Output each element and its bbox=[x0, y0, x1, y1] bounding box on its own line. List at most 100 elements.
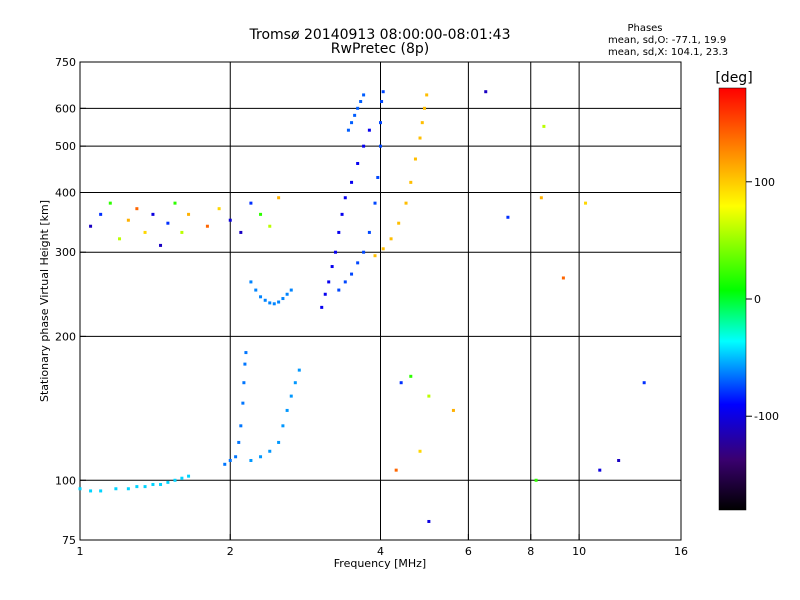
colorbar-tick-label: 0 bbox=[754, 293, 761, 306]
data-point bbox=[268, 224, 272, 228]
data-point bbox=[598, 468, 602, 472]
data-point bbox=[135, 485, 139, 489]
x-axis-label: Frequency [MHz] bbox=[334, 557, 426, 570]
data-point bbox=[427, 394, 431, 398]
data-point bbox=[126, 487, 130, 491]
x-axis-ticks: 1 2 4 6 8 10 16 bbox=[77, 534, 688, 558]
data-point bbox=[350, 121, 354, 125]
data-point bbox=[272, 302, 276, 306]
data-point bbox=[277, 196, 281, 200]
data-point bbox=[376, 175, 380, 179]
data-point bbox=[379, 144, 382, 148]
data-point bbox=[420, 121, 424, 125]
data-point bbox=[239, 230, 243, 234]
data-point bbox=[108, 201, 112, 205]
colorbar bbox=[718, 87, 747, 511]
data-point bbox=[217, 207, 221, 211]
y-tick-label: 200 bbox=[55, 330, 76, 343]
data-point bbox=[249, 201, 253, 205]
data-point bbox=[337, 288, 341, 292]
data-point bbox=[205, 224, 209, 228]
y-axis-label: Stationary phase Virtual Height [km] bbox=[38, 200, 51, 402]
data-point bbox=[343, 280, 347, 284]
data-point bbox=[346, 128, 350, 132]
data-point bbox=[268, 449, 272, 453]
data-point bbox=[114, 487, 118, 491]
data-point bbox=[389, 237, 393, 241]
chart-title-line1: Tromsø 20140913 08:00:00-08:01:43 bbox=[249, 27, 511, 43]
data-point bbox=[381, 247, 385, 251]
data-point bbox=[99, 212, 103, 216]
grid-lines bbox=[80, 62, 681, 540]
colorbar-tick-label: -100 bbox=[754, 410, 779, 423]
data-point bbox=[409, 374, 413, 378]
data-point bbox=[187, 212, 191, 216]
data-point bbox=[180, 476, 184, 480]
data-point bbox=[397, 221, 401, 225]
data-point bbox=[427, 519, 431, 523]
data-point bbox=[166, 480, 170, 484]
data-point bbox=[343, 196, 347, 200]
data-point bbox=[173, 201, 177, 205]
data-point bbox=[281, 424, 285, 428]
data-point bbox=[126, 218, 130, 222]
data-point bbox=[151, 482, 155, 486]
data-point bbox=[277, 440, 281, 444]
data-point bbox=[484, 90, 488, 94]
data-point bbox=[373, 254, 377, 258]
data-point bbox=[333, 250, 337, 254]
data-point bbox=[320, 305, 324, 309]
data-point bbox=[135, 207, 139, 211]
data-point bbox=[285, 292, 289, 296]
data-point bbox=[327, 280, 331, 284]
data-point bbox=[506, 215, 510, 219]
data-point bbox=[173, 478, 177, 482]
data-point bbox=[359, 100, 363, 104]
data-point bbox=[399, 381, 403, 385]
data-point bbox=[237, 440, 241, 444]
data-point bbox=[180, 230, 184, 234]
data-point bbox=[243, 362, 247, 366]
data-point bbox=[561, 276, 565, 280]
data-point bbox=[228, 458, 232, 462]
data-point bbox=[356, 161, 360, 165]
data-point bbox=[337, 230, 341, 234]
data-point bbox=[277, 300, 281, 304]
phases-x-stats: mean, sd,X: 104.1, 23.3 bbox=[608, 47, 728, 58]
data-point bbox=[118, 237, 122, 241]
y-tick-label: 100 bbox=[55, 474, 76, 487]
data-point bbox=[542, 124, 546, 128]
data-point bbox=[353, 113, 357, 117]
data-point bbox=[249, 280, 253, 284]
data-point bbox=[297, 368, 301, 372]
data-point bbox=[239, 424, 243, 428]
data-point bbox=[404, 201, 408, 205]
y-axis-ticks: 75 100 200 300 400 500 600 750 bbox=[55, 56, 86, 547]
data-point bbox=[356, 261, 360, 265]
data-point bbox=[418, 449, 422, 453]
data-point bbox=[281, 297, 285, 301]
data-point bbox=[323, 292, 327, 296]
data-point bbox=[263, 298, 267, 302]
colorbar-label: [deg] bbox=[715, 70, 752, 86]
y-tick-label: 750 bbox=[55, 56, 76, 69]
data-point bbox=[534, 478, 538, 482]
data-point bbox=[228, 218, 232, 222]
data-point bbox=[259, 295, 263, 299]
data-point bbox=[362, 144, 366, 148]
data-point bbox=[340, 212, 344, 216]
y-tick-label: 500 bbox=[55, 140, 76, 153]
phases-o-stats: mean, sd,O: -77.1, 19.9 bbox=[608, 35, 726, 46]
x-tick-label: 4 bbox=[377, 545, 384, 558]
data-point bbox=[143, 485, 147, 489]
data-point bbox=[244, 351, 248, 355]
data-point bbox=[289, 288, 293, 292]
x-tick-label: 2 bbox=[227, 545, 234, 558]
data-point bbox=[394, 468, 398, 472]
data-point bbox=[539, 196, 543, 200]
data-point bbox=[89, 224, 93, 228]
data-point bbox=[159, 243, 163, 247]
data-point bbox=[151, 212, 155, 216]
y-tick-label: 75 bbox=[62, 534, 76, 547]
